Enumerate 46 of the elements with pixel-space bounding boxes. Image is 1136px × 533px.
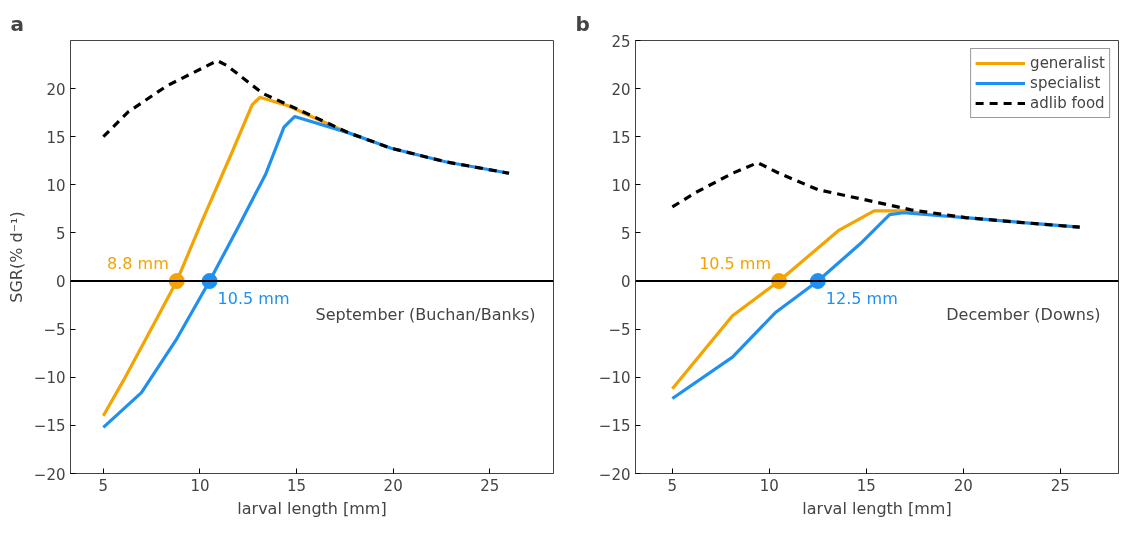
- line-series: [670, 161, 1082, 229]
- y-tick-label: 10: [46, 176, 66, 195]
- y-tick-label: 0: [620, 273, 631, 292]
- x-tick-label: 20: [953, 476, 973, 495]
- annotation: September (Buchan/Banks): [315, 304, 536, 324]
- y-tick-label: 5: [55, 224, 66, 243]
- x-tick-label: 10: [190, 476, 210, 495]
- line-series: [670, 209, 921, 391]
- chart-title: b: [575, 11, 590, 36]
- y-tick-label: 10: [611, 176, 631, 195]
- y-tick-label: 15: [46, 128, 66, 147]
- x-tick-label: 15: [287, 476, 307, 495]
- y-tick-label: 0: [55, 273, 66, 292]
- y-tick-label: −15: [598, 417, 631, 436]
- y-axis-title: SGR(% d⁻¹): [6, 211, 26, 303]
- legend-label: adlib food: [1030, 94, 1105, 112]
- x-tick-label: 20: [383, 476, 403, 495]
- y-tick-label: −10: [598, 369, 631, 388]
- y-tick-label: −5: [608, 321, 631, 340]
- y-tick-label: −20: [33, 465, 66, 484]
- x-axis-title: larval length [mm]: [237, 498, 387, 518]
- x-tick-label: 15: [856, 476, 876, 495]
- y-tick-label: −5: [43, 321, 66, 340]
- chart-title: a: [10, 11, 24, 36]
- y-tick-label: 25: [611, 32, 631, 51]
- annotation: 8.8 mm: [107, 254, 169, 274]
- legend-label: generalist: [1030, 54, 1105, 72]
- legend-label: specialist: [1030, 74, 1101, 92]
- x-tick-label: 25: [1050, 476, 1070, 495]
- y-tick-label: 20: [46, 80, 66, 99]
- x-tick-label: 25: [480, 476, 500, 495]
- annotation: 10.5 mm: [699, 254, 772, 274]
- x-tick-label: 5: [98, 476, 109, 495]
- annotation: 10.5 mm: [217, 289, 290, 309]
- x-axis-title: larval length [mm]: [802, 498, 952, 518]
- y-tick-label: 20: [611, 80, 631, 99]
- y-tick-label: −10: [33, 369, 66, 388]
- y-tick-label: 15: [611, 128, 631, 147]
- annotation: 12.5 mm: [825, 289, 898, 309]
- x-tick-label: 10: [759, 476, 779, 495]
- y-tick-label: 5: [620, 224, 631, 243]
- annotation: December (Downs): [946, 304, 1101, 324]
- line-series: [101, 59, 511, 175]
- y-tick-label: −20: [598, 465, 631, 484]
- x-tick-label: 5: [667, 476, 678, 495]
- y-tick-label: −15: [33, 417, 66, 436]
